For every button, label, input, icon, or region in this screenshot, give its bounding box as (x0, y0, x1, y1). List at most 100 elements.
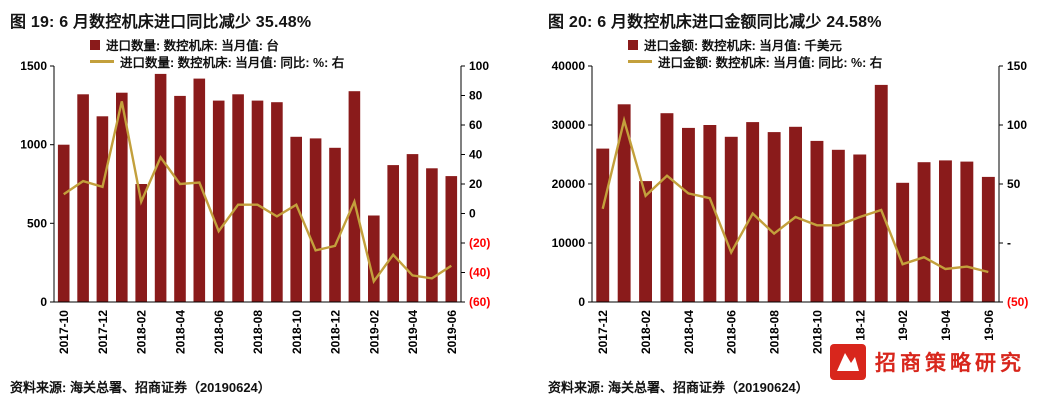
svg-text:100: 100 (469, 59, 489, 73)
bar (368, 215, 380, 302)
svg-text:30000: 30000 (552, 118, 586, 132)
svg-text:20000: 20000 (552, 177, 586, 191)
bar (348, 91, 361, 302)
bar (874, 84, 888, 303)
svg-text:2017-10: 2017-10 (57, 310, 71, 354)
svg-text:1000: 1000 (20, 138, 47, 152)
bar (853, 154, 867, 302)
svg-text:(40): (40) (469, 266, 490, 280)
legend-label: 进口金额: 数控机床: 当月值: 千美元 (644, 39, 842, 53)
bar (767, 132, 781, 302)
svg-text:500: 500 (27, 216, 47, 230)
figure-19-title: 图 19: 6 月数控机床进口同比减少 35.48% (10, 14, 312, 31)
bar (116, 92, 128, 302)
svg-text:2018-10: 2018-10 (810, 310, 824, 354)
bar (154, 73, 167, 303)
bar (77, 94, 89, 302)
svg-text:-: - (1007, 236, 1011, 250)
line-series (63, 101, 452, 285)
bar (789, 126, 802, 302)
bar (193, 78, 206, 302)
svg-text:20: 20 (469, 177, 483, 191)
legend-item-line-series: 进口数量: 数控机床: 当月值: 同比: %: 右 (90, 53, 344, 70)
bar (387, 165, 399, 302)
svg-text:2018-06: 2018-06 (212, 310, 226, 354)
bar-line-chart-import-value: 40000 30000 20000 10000 0 150 100 50 - (50) 2017-1… (552, 59, 1029, 354)
bar-series-marker (628, 39, 638, 50)
bar (703, 125, 717, 302)
svg-text:2018-04: 2018-04 (174, 310, 188, 354)
bar (960, 161, 974, 302)
figure-19-chart-area: 进口数量: 数控机床: 当月值: 台 进口数量: 数控机床: 当月值: 同比: … (4, 34, 509, 364)
cms-logo-icon (830, 344, 866, 380)
legend-item-bar-series: 进口数量: 数控机床: 当月值: 台 (90, 36, 344, 53)
bar (251, 100, 264, 302)
bar (917, 162, 931, 302)
svg-text:2019-02: 2019-02 (367, 310, 381, 354)
bar (939, 160, 952, 302)
line-series-marker (90, 60, 114, 63)
svg-text:2018-10: 2018-10 (290, 310, 304, 354)
svg-text:2018-08: 2018-08 (768, 310, 782, 354)
bar (660, 113, 674, 302)
figure-20-title: 图 20: 6 月数控机床进口金额同比减少 24.58% (548, 14, 882, 31)
bar-line-chart-import-quantity: 1500 1000 500 0 100 80 60 40 20 0 (20) (40) (60) 2017… (20, 59, 490, 354)
bar (896, 182, 910, 302)
figure-19-panel: 图 19: 6 月数控机床进口同比减少 35.48% 进口数量: 数控机床: 当… (4, 4, 509, 402)
bar (445, 176, 458, 302)
legend-item-bar-series: 进口金额: 数控机床: 当月值: 千美元 (628, 36, 882, 53)
bar (329, 147, 341, 302)
bar-series-marker (90, 39, 100, 50)
svg-text:40000: 40000 (552, 59, 586, 73)
figure-20-chart-area: 进口金额: 数控机床: 当月值: 千美元 进口金额: 数控机床: 当月值: 同比… (542, 34, 1047, 364)
svg-text:0: 0 (40, 295, 47, 309)
legend-item-line-series: 进口金额: 数控机床: 当月值: 同比: %: 右 (628, 53, 882, 70)
svg-text:60: 60 (469, 118, 483, 132)
figure-20-panel: 图 20: 6 月数控机床进口金额同比减少 24.58% 进口金额: 数控机床:… (542, 4, 1047, 402)
svg-text:2018-08: 2018-08 (251, 310, 265, 354)
svg-text:2018-06: 2018-06 (725, 310, 739, 354)
svg-text:10000: 10000 (552, 236, 586, 250)
figure-20-legend: 进口金额: 数控机床: 当月值: 千美元 进口金额: 数控机床: 当月值: 同比… (628, 36, 882, 70)
svg-text:(20): (20) (469, 236, 490, 250)
bar (724, 136, 738, 302)
bar (810, 140, 824, 302)
bar (271, 102, 283, 302)
svg-text:2017-12: 2017-12 (596, 310, 610, 354)
svg-text:(60): (60) (469, 295, 490, 309)
svg-text:100: 100 (1007, 118, 1027, 132)
bar (174, 95, 186, 303)
svg-text:2018-02: 2018-02 (639, 310, 653, 354)
svg-text:50: 50 (1007, 177, 1021, 191)
figure-20-source-note: 资料来源: 海关总署、招商证券（20190624） (548, 380, 809, 395)
svg-text:(50): (50) (1007, 295, 1028, 309)
legend-label: 进口数量: 数控机床: 当月值: 台 (106, 39, 279, 53)
figure-19-source-note: 资料来源: 海关总署、招商证券（20190624） (10, 380, 271, 395)
bar (232, 94, 244, 302)
bar (309, 138, 322, 302)
bar (617, 104, 631, 302)
bar (682, 127, 695, 303)
svg-text:1500: 1500 (20, 59, 47, 73)
svg-text:0: 0 (578, 295, 585, 309)
brand-logo: 招商策略研究 (826, 340, 1054, 384)
brand-logo-text: 招商策略研究 (875, 352, 1025, 375)
svg-text:0: 0 (469, 207, 476, 221)
svg-text:2018-04: 2018-04 (682, 310, 696, 354)
svg-text:2019-06: 2019-06 (445, 310, 459, 354)
legend-label: 进口数量: 数控机床: 当月值: 同比: %: 右 (120, 56, 345, 70)
svg-text:2019-04: 2019-04 (406, 310, 420, 354)
line-series (601, 115, 989, 274)
line-series-marker (628, 60, 652, 63)
bar (290, 136, 302, 302)
bar (406, 154, 419, 302)
svg-text:150: 150 (1007, 59, 1027, 73)
svg-text:2018-12: 2018-12 (329, 310, 343, 354)
bar (639, 181, 652, 302)
bar (596, 148, 610, 302)
svg-text:2017-12: 2017-12 (96, 310, 110, 354)
bar (57, 144, 70, 302)
legend-label: 进口金额: 数控机床: 当月值: 同比: %: 右 (658, 56, 883, 70)
bar (981, 176, 995, 302)
